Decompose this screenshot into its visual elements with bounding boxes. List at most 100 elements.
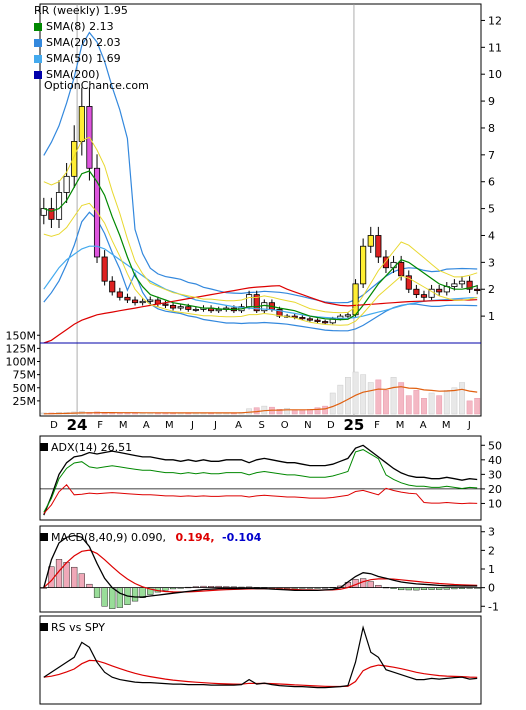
month-tick-label: 25 (344, 416, 365, 434)
price-tick-label: 1 (488, 310, 495, 323)
adx-tick-label: 50 (488, 439, 502, 452)
volume-bar (390, 377, 397, 415)
volume-bar (360, 374, 367, 415)
adx-label: ADX(14) 26.51 (40, 441, 132, 454)
macd-histogram-bar (360, 578, 367, 588)
price-candle (314, 319, 321, 322)
price-candle (413, 288, 420, 296)
volume-bar (405, 395, 412, 415)
macd-histogram-bar (78, 573, 85, 588)
volume-bar (375, 379, 382, 415)
month-tick-label: A (143, 420, 150, 431)
adx-line (43, 444, 478, 516)
month-tick-label: J (190, 420, 194, 431)
price-candle (147, 299, 154, 302)
macd-histogram-bar (131, 587, 139, 602)
price-candle (124, 296, 131, 301)
rs-label-text: RS vs SPY (51, 621, 105, 634)
price-candle (375, 235, 382, 258)
price-candle (344, 314, 352, 317)
sma50-line (43, 245, 478, 319)
legend-label: SMA(50) 1.69 (46, 52, 121, 65)
volume-bar (413, 390, 420, 415)
price-tick-label: 2 (488, 283, 495, 296)
volume-tick-label: 50M (13, 382, 37, 395)
macd-tick-label: 0 (488, 582, 495, 595)
sma200-line (43, 285, 478, 344)
legend-sma20: SMA(20) 2.03 (34, 35, 128, 51)
macd-histogram-bar (63, 562, 70, 588)
month-tick-label: M (442, 420, 451, 431)
legend-label: SMA(200) (46, 68, 100, 81)
volume-bar (443, 390, 450, 415)
price-candle (131, 299, 139, 304)
price-candle (405, 275, 412, 290)
volume-bar (337, 384, 344, 415)
legend-label: SMA(20) 2.03 (46, 36, 121, 49)
volume-bar (367, 382, 374, 415)
volume-bar (299, 409, 306, 415)
volume-bar (284, 407, 291, 415)
price-candle (162, 303, 169, 306)
volume-bar (314, 407, 321, 415)
price-candle (253, 294, 260, 312)
rs-label: RS vs SPY (40, 621, 105, 634)
month-tick-label: F (97, 420, 103, 431)
macd-histogram-bar (367, 581, 374, 588)
price-candle (71, 140, 78, 177)
macd-signal-value: 0.194, (175, 531, 215, 544)
macd-tick-label: 1 (488, 563, 495, 576)
price-candle (63, 175, 70, 193)
month-tick-label: J (213, 420, 217, 431)
volume-bar (291, 409, 298, 415)
adx-panel (39, 435, 482, 521)
volume-bar (276, 409, 283, 415)
macd-label-text: MACD(8,40,9) 0.090, (51, 531, 167, 544)
volume-bar (246, 408, 253, 415)
volume-tick-label: 150M (6, 329, 37, 342)
price-candle (466, 280, 473, 290)
price-candle (261, 302, 268, 312)
macd-histogram-bar (109, 587, 116, 609)
legend-sma200: SMA(200) (34, 67, 128, 83)
volume-bar (466, 400, 473, 415)
price-candle (139, 300, 146, 304)
price-tick-label: 3 (488, 256, 495, 269)
volume-bar (352, 371, 359, 415)
price-candle (246, 294, 253, 308)
macd-line (43, 534, 478, 598)
price-tick-label: 5 (488, 203, 495, 216)
price-candle (322, 321, 329, 324)
price-candle (436, 288, 443, 293)
adx-label-text: ADX(14) 26.51 (51, 441, 133, 454)
macd-tick-label: 3 (488, 526, 495, 539)
month-tick-label: N (304, 420, 311, 431)
price-candle (420, 294, 428, 298)
volume-bar (459, 382, 465, 415)
month-tick-label: D (50, 420, 58, 431)
price-candle (360, 245, 367, 285)
price-candle (367, 235, 374, 247)
volume-bar (428, 392, 435, 415)
price-candle (185, 306, 192, 310)
macd-histogram-bar (101, 587, 108, 607)
month-tick-label: A (235, 420, 242, 431)
month-tick-label: J (467, 420, 471, 431)
price-candle (177, 306, 184, 309)
month-tick-label: M (396, 420, 405, 431)
price-tick-label: 10 (488, 68, 502, 81)
price-candle (78, 106, 85, 142)
month-tick-label: M (119, 420, 128, 431)
price-candle (116, 291, 123, 298)
volume-bar (474, 398, 481, 415)
price-legend: RR (weekly) 1.95 SMA(8) 2.13 SMA(20) 2.0… (34, 3, 128, 83)
volume-bar (451, 387, 458, 415)
legend-sma8: SMA(8) 2.13 (34, 19, 128, 35)
macd-histogram-bar (93, 587, 101, 598)
plus-di-line (43, 449, 478, 513)
macd-histogram-bar (86, 583, 93, 588)
macd-tick-label: -1 (488, 600, 499, 613)
upper-envelope-line (43, 136, 478, 314)
price-tick-label: 9 (488, 95, 495, 108)
price-candle (352, 283, 359, 316)
